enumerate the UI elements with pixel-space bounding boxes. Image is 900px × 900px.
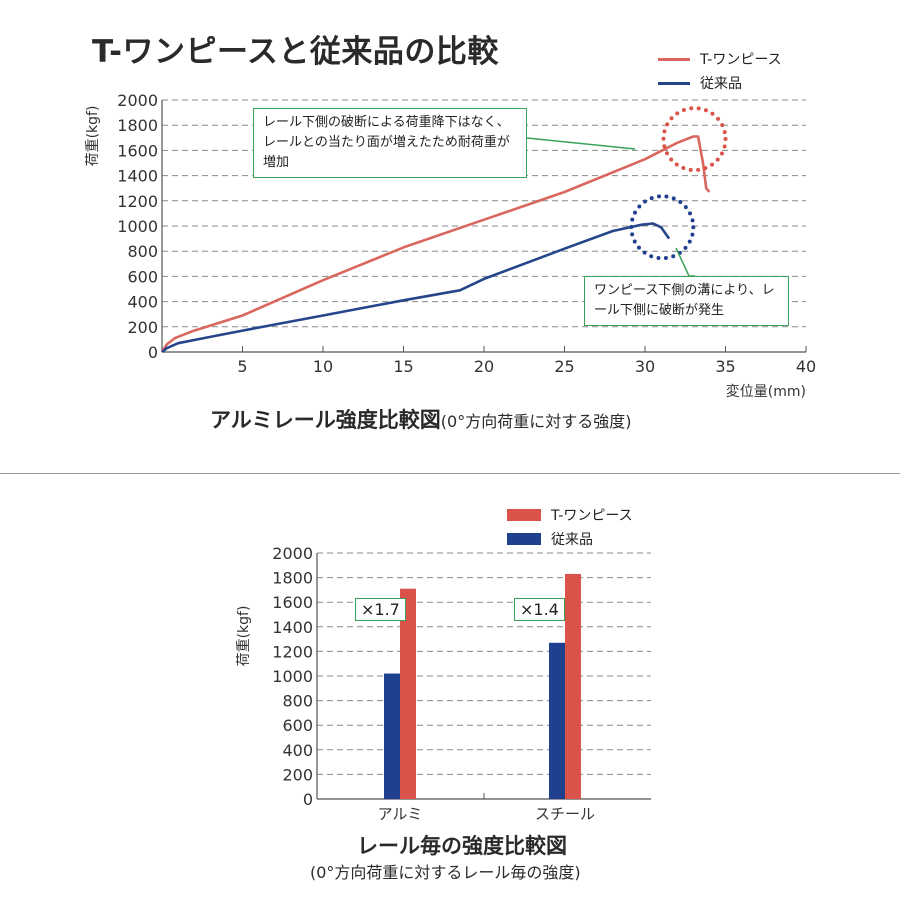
y-tick-label: 1600 — [117, 141, 158, 160]
y-axis-label: 荷重(kgf) — [236, 606, 252, 667]
legend-label-bar-t-onepiece: T-ワンピース — [551, 508, 633, 524]
bar-conventional — [384, 673, 400, 799]
x-tick-label: 25 — [554, 357, 574, 376]
y-tick-label: 2000 — [272, 544, 313, 563]
line-chart-legend: T-ワンピース 従来品 — [658, 47, 782, 95]
bar-t-onepiece — [565, 573, 581, 799]
y-tick-label: 600 — [282, 716, 313, 735]
category-label: スチール — [535, 805, 595, 823]
y-tick-label: 800 — [282, 692, 313, 711]
y-tick-label: 400 — [127, 293, 158, 312]
y-tick-label: 1200 — [272, 642, 313, 661]
callout-leader-t-onepiece — [526, 137, 636, 150]
page-title: T-ワンピースと従来品の比較 — [92, 34, 499, 70]
line-chart-caption-main: アルミレール強度比較図 — [210, 408, 441, 432]
y-tick-label: 1400 — [117, 167, 158, 186]
legend-swatch-t-onepiece — [658, 57, 690, 61]
x-axis-label: 変位量(mm) — [726, 383, 806, 400]
peak-highlight-t-onepiece — [661, 106, 728, 173]
legend-item-t-onepiece: T-ワンピース — [658, 47, 782, 71]
callout-t-onepiece: レール下側の破断による荷重降下はなく、レールとの当たり面が増えたため耐荷重が増加 — [253, 108, 527, 178]
y-tick-label: 1000 — [117, 217, 158, 236]
section-divider — [0, 473, 900, 474]
multiplier-label-steel: ×1.4 — [514, 598, 565, 621]
y-tick-label: 400 — [282, 741, 313, 760]
x-tick-label: 20 — [474, 357, 494, 376]
y-tick-label: 0 — [148, 343, 158, 362]
y-tick-label: 1600 — [272, 593, 313, 612]
legend-swatch-conventional — [658, 81, 690, 85]
legend-label-conventional: 従来品 — [700, 76, 742, 92]
bar-t-onepiece — [400, 588, 416, 799]
y-tick-label: 600 — [127, 267, 158, 286]
y-tick-label: 200 — [127, 318, 158, 337]
line-chart: 0 200 400 600 800 1000 1200 1400 1600 1800 2000 5 10… — [85, 91, 816, 400]
bar-chart-caption-sub: (0°方向荷重に対するレール毎の強度) — [310, 863, 581, 882]
y-tick-label: 200 — [282, 765, 313, 784]
y-tick-label: 1200 — [117, 192, 158, 211]
bar-chart-legend: T-ワンピース 従来品 — [507, 503, 633, 551]
x-tick-label: 5 — [237, 357, 247, 376]
legend-label-t-onepiece: T-ワンピース — [700, 52, 782, 68]
legend-item-bar-t-onepiece: T-ワンピース — [507, 503, 633, 527]
bar-chart-caption: レール毎の強度比較図 — [357, 834, 567, 858]
y-tick-label: 1800 — [117, 116, 158, 135]
legend-label-bar-conventional: 従来品 — [551, 532, 593, 548]
line-chart-caption: アルミレール強度比較図(0°方向荷重に対する強度) — [210, 404, 631, 434]
callout-conventional: ワンピース下側の溝により、レール下側に破断が発生 — [584, 276, 789, 326]
legend-swatch-bar-conventional — [507, 533, 541, 545]
y-tick-label: 1000 — [272, 667, 313, 686]
multiplier-label-aluminum: ×1.7 — [355, 598, 406, 621]
category-label: アルミ — [378, 805, 423, 823]
peak-highlight-conventional — [629, 194, 696, 261]
bar-chart: 0 200 400 600 800 1000 1200 1400 1600 1800 2000 荷重(… — [236, 544, 651, 823]
legend-item-conventional: 従来品 — [658, 71, 782, 95]
series-line-t-onepiece — [160, 135, 711, 353]
x-tick-label: 40 — [796, 357, 816, 376]
x-tick-label: 35 — [715, 357, 735, 376]
line-chart-caption-sub: (0°方向荷重に対する強度) — [440, 412, 632, 431]
legend-swatch-bar-t-onepiece — [507, 509, 541, 521]
y-tick-label: 1800 — [272, 569, 313, 588]
y-tick-label: 800 — [127, 242, 158, 261]
y-tick-label: 1400 — [272, 618, 313, 637]
series-line-conventional — [161, 222, 671, 354]
x-tick-label: 15 — [393, 357, 413, 376]
legend-item-bar-conventional: 従来品 — [507, 527, 633, 551]
y-axis-label: 荷重(kgf) — [85, 106, 101, 167]
y-tick-label: 2000 — [117, 91, 158, 110]
y-tick-label: 0 — [303, 790, 313, 809]
bar-conventional — [549, 642, 565, 799]
x-tick-label: 10 — [313, 357, 333, 376]
x-tick-label: 30 — [635, 357, 655, 376]
